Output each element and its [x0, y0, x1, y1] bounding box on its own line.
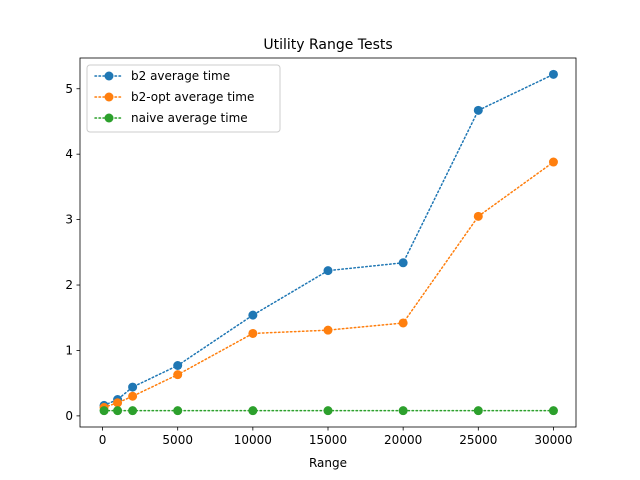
y-tick-label-0: 0	[65, 409, 73, 423]
y-tick-label-1: 1	[65, 343, 73, 357]
data-point-2-4	[248, 406, 258, 416]
y-tick-label-3: 3	[65, 213, 73, 227]
data-point-2-2	[128, 406, 138, 416]
data-point-1-7	[473, 211, 483, 221]
data-point-1-8	[548, 157, 558, 167]
x-tick-label-2: 10000	[234, 433, 272, 447]
x-tick-label-1: 5000	[162, 433, 193, 447]
data-point-0-5	[323, 266, 333, 276]
axes-layer: 0 5000 10000 15000 20000 25000 30000 0 1 2 3 4 5	[65, 57, 577, 447]
data-point-2-1	[113, 406, 123, 416]
x-tick-label-4: 20000	[384, 433, 422, 447]
x-tick-label-6: 30000	[534, 433, 572, 447]
x-tick-label-0: 0	[99, 433, 107, 447]
data-point-0-3	[173, 361, 183, 370]
legend-marker-1	[104, 92, 114, 102]
data-point-0-6	[398, 258, 408, 268]
x-tick-label-3: 15000	[309, 433, 347, 447]
chart-title: Utility Range Tests	[263, 37, 392, 53]
data-point-2-5	[323, 406, 333, 416]
legend-marker-2	[104, 113, 114, 123]
y-tick-label-5: 5	[65, 82, 73, 96]
data-point-2-7	[473, 406, 483, 416]
data-point-2-8	[548, 406, 558, 416]
data-point-0-2	[128, 382, 138, 392]
data-point-2-6	[398, 406, 408, 416]
data-point-1-5	[323, 325, 333, 335]
x-tick-label-5: 25000	[459, 433, 497, 447]
data-point-1-2	[128, 391, 138, 401]
legend-box	[86, 64, 281, 133]
legend-label-1: b2-opt average time	[131, 90, 254, 104]
data-point-1-6	[398, 318, 408, 328]
data-point-0-4	[248, 310, 258, 320]
legend: b2 average time b2-opt average time naive …	[86, 64, 281, 133]
legend-marker-0	[104, 71, 114, 81]
y-tick-label-2: 2	[65, 278, 73, 292]
data-point-2-0	[99, 406, 109, 416]
data-point-2-3	[173, 406, 183, 416]
legend-label-2: naive average time	[131, 111, 248, 125]
legend-label-0: b2 average time	[131, 69, 230, 83]
data-point-0-7	[473, 105, 483, 115]
x-axis-label: Range	[309, 456, 347, 470]
data-point-0-8	[548, 69, 558, 79]
plot-layer	[99, 69, 558, 416]
y-tick-label-4: 4	[65, 147, 73, 161]
series-line-1	[103, 161, 555, 409]
data-point-1-1	[113, 398, 123, 408]
data-point-1-3	[173, 370, 183, 380]
data-point-1-4	[248, 328, 258, 338]
series-line-0	[103, 73, 555, 407]
